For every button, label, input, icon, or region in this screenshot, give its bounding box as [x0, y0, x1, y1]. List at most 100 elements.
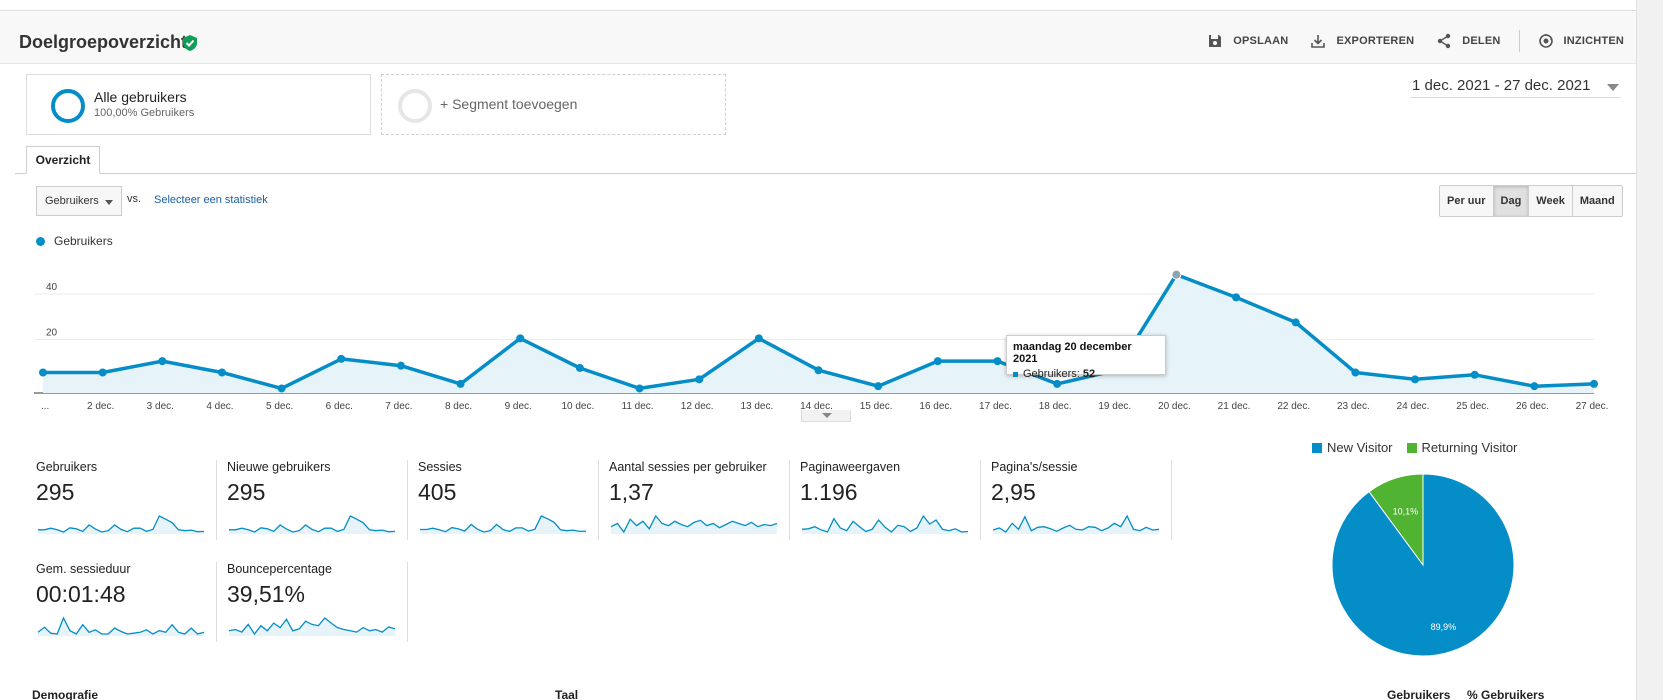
vs-label: vs.: [127, 193, 142, 205]
x-tick-label: 3 dec.: [147, 401, 174, 412]
pie-slice-label: 10,1%: [1393, 506, 1419, 516]
table-header-gebruikers: Gebruikers: [1387, 688, 1451, 700]
export-icon: [1311, 35, 1326, 48]
data-point[interactable]: [874, 382, 883, 391]
date-range-label: 1 dec. 2021 - 27 dec. 2021: [1412, 77, 1591, 94]
x-tick-label: 25 dec.: [1456, 401, 1489, 412]
header-actions: OPSLAAN EXPORTEREN DELEN INZICHTEN: [1185, 30, 1624, 52]
kpi-value: 39,51%: [227, 581, 306, 607]
chevron-down-icon: [105, 200, 113, 205]
data-point[interactable]: [456, 379, 465, 388]
data-point[interactable]: [814, 366, 823, 375]
sparkline-line: [610, 514, 778, 534]
kpi-sparkline: [37, 616, 205, 636]
pie-legend-returning[interactable]: Returning Visitor: [1406, 440, 1517, 455]
granularity-button-1[interactable]: Dag: [1492, 186, 1529, 216]
insights-icon: [1538, 34, 1553, 48]
x-tick-label: 19 dec.: [1098, 401, 1131, 412]
y-tick-label: 40: [46, 282, 58, 293]
data-point[interactable]: [1232, 293, 1241, 302]
data-point[interactable]: [1053, 379, 1062, 388]
pie-legend-new[interactable]: New Visitor: [1312, 440, 1393, 455]
date-range-picker[interactable]: 1 dec. 2021 - 27 dec. 2021: [1410, 76, 1621, 98]
x-tick-label: 9 dec.: [505, 401, 532, 412]
data-point[interactable]: [516, 334, 525, 343]
x-tick-label: 21 dec.: [1218, 401, 1251, 412]
tooltip-series-swatch: [1013, 371, 1018, 377]
chevron-down-icon: [822, 413, 832, 418]
tooltip-title: maandag 20 december 2021: [1013, 341, 1132, 365]
kpi-value: 295: [36, 479, 75, 505]
page-title: Doelgroepoverzicht: [19, 32, 188, 52]
tooltip-row: Gebruikers: 52: [1013, 368, 1159, 380]
metric-select[interactable]: Gebruikers: [36, 186, 122, 216]
data-point[interactable]: [1351, 368, 1360, 377]
data-point[interactable]: [217, 368, 226, 377]
share-button[interactable]: DELEN: [1436, 33, 1500, 49]
x-tick-label: 6 dec.: [326, 401, 353, 412]
data-point[interactable]: [1530, 382, 1539, 391]
x-tick-label: 22 dec.: [1277, 401, 1310, 412]
kpi-name: Bouncepercentage: [227, 562, 332, 576]
granularity-button-0[interactable]: Per uur: [1440, 186, 1493, 216]
chart-tooltip: maandag 20 december 2021 Gebruikers: 52: [1006, 335, 1166, 380]
x-tick-label: 14 dec.: [800, 401, 833, 412]
granularity-button-2[interactable]: Week: [1528, 186, 1572, 216]
data-point[interactable]: [1171, 269, 1182, 280]
save-button[interactable]: OPSLAAN: [1207, 33, 1288, 49]
x-tick-label: 13 dec.: [740, 401, 773, 412]
x-tick-label: 17 dec.: [979, 401, 1012, 412]
data-point[interactable]: [635, 384, 644, 393]
kpi-sparkline: [38, 515, 205, 534]
data-point[interactable]: [993, 357, 1002, 366]
kpi-name: Sessies: [418, 460, 462, 474]
data-point[interactable]: [158, 357, 167, 366]
data-point[interactable]: [933, 357, 942, 366]
pie-slice-0[interactable]: [1331, 473, 1515, 657]
kpi-7: Bouncepercentage 39,51%: [227, 562, 408, 642]
add-segment-ring-icon: [398, 89, 432, 123]
data-point[interactable]: [1590, 379, 1598, 388]
insights-button[interactable]: INZICHTEN: [1538, 33, 1624, 49]
actions-divider: [1518, 30, 1520, 52]
kpi-value: 295: [227, 479, 266, 505]
kpi-value: 1,37: [609, 479, 654, 505]
x-tick-label: 5 dec.: [266, 401, 293, 412]
data-point[interactable]: [695, 375, 704, 384]
data-point[interactable]: [1291, 318, 1300, 327]
export-button[interactable]: EXPORTEREN: [1310, 33, 1414, 49]
data-point[interactable]: [98, 368, 107, 377]
sparkline-area: [38, 516, 204, 534]
chart-legend: Gebruikers: [36, 234, 113, 248]
data-point[interactable]: [337, 354, 346, 363]
add-segment-button[interactable]: + Segment toevoegen: [381, 74, 726, 135]
data-point[interactable]: [575, 363, 584, 372]
data-point[interactable]: [1470, 370, 1479, 379]
legend-label: Gebruikers: [54, 234, 113, 248]
x-tick-label: 8 dec.: [445, 401, 472, 412]
tab-overview[interactable]: Overzicht: [26, 146, 100, 174]
x-tick-label: 16 dec.: [919, 401, 952, 412]
data-point[interactable]: [1411, 375, 1420, 384]
sparkline-line: [420, 515, 587, 533]
data-point[interactable]: [39, 368, 47, 377]
page-header: Doelgroepoverzicht OPSLAAN EXPORTEREN DE…: [0, 12, 1636, 64]
insights-label: INZICHTEN: [1563, 35, 1624, 47]
x-tick-label: 23 dec.: [1337, 401, 1370, 412]
granularity-button-3[interactable]: Maand: [1571, 186, 1622, 216]
collapse-chart-handle[interactable]: [801, 410, 851, 422]
save-icon: [1209, 35, 1222, 47]
share-label: DELEN: [1462, 35, 1501, 47]
x-tick-label: 15 dec.: [860, 401, 893, 412]
select-statistic-link[interactable]: Selecteer een statistiek: [154, 194, 268, 206]
data-point[interactable]: [277, 384, 286, 393]
tooltip-value: 52: [1082, 368, 1096, 380]
data-point[interactable]: [754, 334, 763, 343]
segment-all-users[interactable]: Alle gebruikers 100,00% Gebruikers: [26, 74, 371, 135]
data-point[interactable]: [396, 361, 405, 370]
x-tick-label: 18 dec.: [1039, 401, 1072, 412]
sparkline-line: [229, 515, 396, 533]
kpi-3: Aantal sessies per gebruiker 1,37: [609, 460, 790, 540]
sparkline-area: [611, 516, 777, 534]
legend-swatch-new: [1312, 442, 1322, 453]
